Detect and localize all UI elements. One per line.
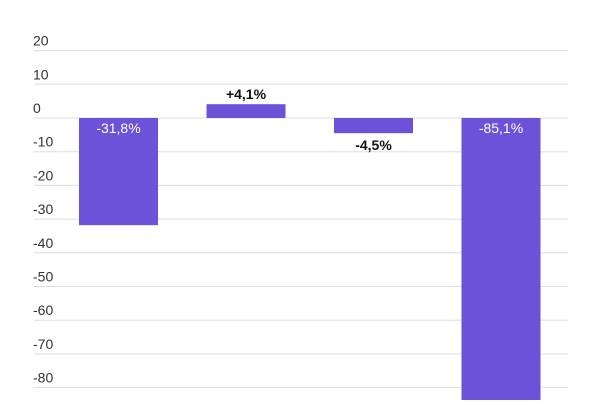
data-label: -31,8% [96,120,140,136]
bar [206,104,286,118]
data-labels: -31,8% +4,1% -4,5% -85,1% [96,86,523,153]
y-tick-label: -70 [33,336,53,352]
bar [461,118,541,405]
y-tick-label: -10 [33,134,53,150]
y-axis-ticks: 20 10 0 -10 -20 -30 -40 -50 -60 -70 -80 [33,33,53,386]
y-tick-label: 0 [33,100,41,116]
y-tick-label: -20 [33,167,53,183]
y-tick-label: -50 [33,269,53,285]
data-label: -85,1% [479,120,523,136]
y-tick-label: -30 [33,201,53,217]
y-tick-label: -40 [33,235,53,251]
y-tick-label: -80 [33,370,53,386]
data-label: +4,1% [226,86,267,102]
y-tick-label: 20 [33,33,49,49]
data-label: -4,5% [355,137,392,153]
bar [334,118,413,134]
y-tick-label: -60 [33,302,53,318]
y-tick-label: 10 [33,66,49,82]
bars [79,104,541,405]
bar [79,118,158,226]
